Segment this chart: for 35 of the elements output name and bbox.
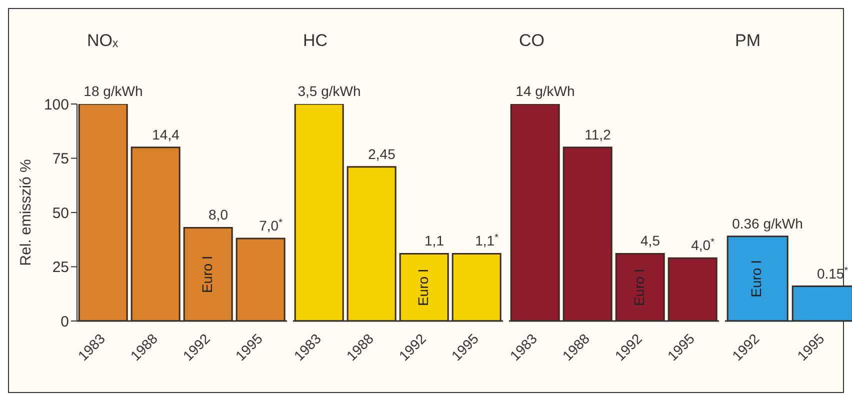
- bar: [615, 252, 665, 321]
- annotation: 2,45: [368, 146, 396, 162]
- annotation: 0.15$^{*}$: [816, 264, 848, 282]
- bar: [236, 238, 286, 321]
- annotation: 11,2: [584, 126, 612, 142]
- bar: [130, 146, 180, 321]
- annotation: 18 g/kWh: [84, 83, 143, 99]
- bar: [510, 104, 560, 321]
- y-axis-title: Rel. emisszió %: [17, 159, 34, 266]
- annotation: 14,4: [152, 126, 180, 142]
- annotation: Euro I: [748, 260, 764, 298]
- annotation: 7,0$^{*}$: [259, 217, 283, 234]
- y-tick-label: 75: [52, 150, 69, 168]
- annotation: Euro I: [630, 268, 647, 306]
- annotation: 14 g/kWh: [516, 83, 575, 99]
- annotation: 1,1$^{*}$: [475, 232, 499, 249]
- y-tick-label: 0: [60, 313, 69, 330]
- chart-title: PM: [735, 31, 760, 51]
- annotation: 3,5 g/kWh: [298, 83, 361, 99]
- annotation: 4,0$^{*}$: [691, 236, 715, 254]
- annotation: 0.36 g/kWh: [732, 215, 803, 232]
- bar: [183, 226, 233, 321]
- chart-title: HC: [303, 31, 328, 51]
- annotation: 8,0: [208, 206, 228, 223]
- y-tick-label: 25: [52, 259, 69, 276]
- bar: [562, 146, 612, 321]
- y-tick-label: 100: [44, 96, 69, 114]
- bar: [668, 257, 718, 321]
- annotation: 1,1: [424, 232, 444, 249]
- y-tick-label: 50: [52, 204, 69, 222]
- chart-title: NOₓ: [87, 31, 118, 51]
- annotation: Euro I: [414, 268, 431, 306]
- chart-title: CO: [519, 31, 544, 51]
- annotation: Euro I: [198, 256, 215, 294]
- annotation: 4,5: [640, 232, 660, 249]
